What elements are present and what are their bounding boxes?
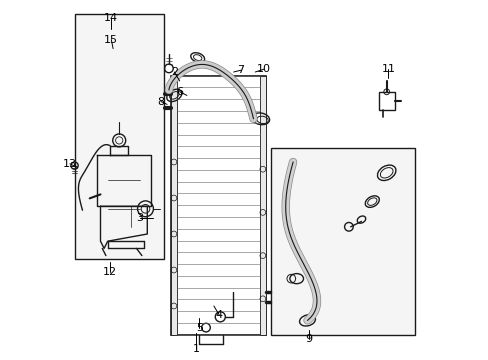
Text: 9: 9 [305,334,312,344]
Text: 13: 13 [63,159,77,169]
Text: 8: 8 [157,96,164,107]
Text: 4: 4 [215,310,223,320]
Text: 5: 5 [196,323,203,333]
Bar [259,76,265,335]
Text: 12: 12 [102,267,116,277]
Bar [271,148,415,335]
Text: 14: 14 [104,13,118,23]
Bar [75,14,163,259]
Text: 7: 7 [237,65,244,75]
Text: 10: 10 [257,64,271,74]
Bar [378,92,394,110]
Text: 11: 11 [381,64,395,74]
Text: 6: 6 [176,87,183,97]
Text: 3: 3 [136,213,143,223]
Bar [170,76,177,335]
Text: 1: 1 [192,344,199,354]
Text: 15: 15 [104,35,118,45]
Text: 2: 2 [170,67,178,77]
Bar [170,76,265,335]
